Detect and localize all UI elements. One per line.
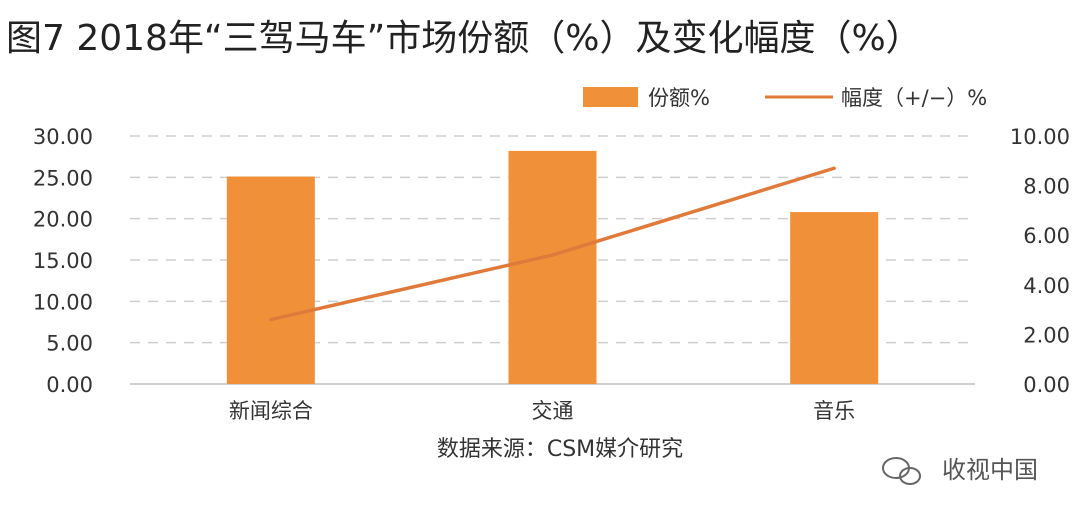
bars (226, 150, 879, 384)
bar (790, 212, 879, 384)
bar (226, 176, 315, 384)
category-labels: 新闻综合 交通 音乐 (229, 399, 855, 423)
watermark-text: 收视中国 (942, 456, 1038, 484)
watermark: 收视中国 (882, 456, 1038, 485)
left-tick-label: 10.00 (33, 290, 93, 314)
right-tick-label: 6.00 (1023, 224, 1070, 248)
left-tick-label: 30.00 (33, 125, 93, 149)
line-series (269, 166, 836, 322)
bar (508, 150, 597, 384)
legend-label-share: 份额% (648, 86, 710, 110)
right-tick-label: 8.00 (1023, 175, 1070, 199)
source-note: 数据来源：CSM媒介研究 (437, 437, 683, 462)
chart-title: 图7 2018年“三驾马车”市场份额（%）及变化幅度（%） (6, 18, 922, 59)
left-tick-label: 5.00 (46, 332, 93, 356)
legend-label-change: 幅度（+/−）% (841, 86, 987, 110)
category-label: 交通 (532, 399, 574, 423)
change-line (269, 166, 836, 322)
left-tick-label: 25.00 (33, 166, 93, 190)
right-tick-label: 0.00 (1023, 373, 1070, 397)
category-label: 音乐 (813, 399, 855, 423)
right-axis-ticks: 0.00 2.00 4.00 6.00 8.00 10.00 (1010, 125, 1070, 397)
wechat-icon (882, 457, 921, 485)
right-tick-label: 4.00 (1023, 274, 1070, 298)
legend-swatch-bar (583, 87, 638, 107)
left-tick-label: 0.00 (46, 373, 93, 397)
legend: 份额% 幅度（+/−）% (583, 86, 987, 110)
left-axis-ticks: 0.00 5.00 10.00 15.00 20.00 25.00 30.00 (33, 125, 93, 397)
category-label: 新闻综合 (229, 399, 313, 423)
right-tick-label: 2.00 (1023, 323, 1070, 347)
left-tick-label: 20.00 (33, 208, 93, 232)
left-tick-label: 15.00 (33, 249, 93, 273)
right-tick-label: 10.00 (1010, 125, 1070, 149)
